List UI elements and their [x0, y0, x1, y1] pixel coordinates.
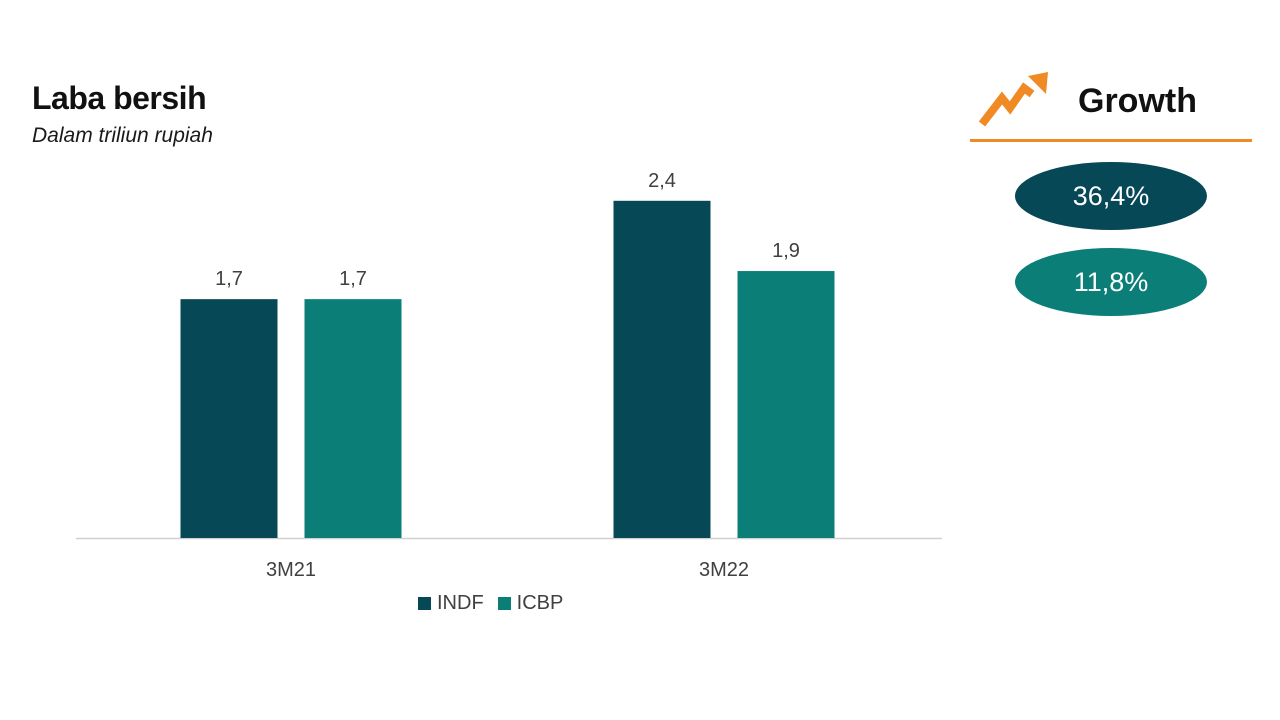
- data-label-icbp-3m21: 1,7: [339, 268, 367, 290]
- bar-icbp-3m21: [304, 299, 402, 538]
- category-label-3m22: 3M22: [699, 559, 749, 581]
- data-label-icbp-3m22: 1,9: [772, 240, 800, 262]
- category-label-3m21: 3M21: [266, 559, 316, 581]
- legend-label-indf: INDF: [437, 592, 484, 614]
- legend-swatch-indf: [418, 597, 431, 610]
- bar-chart: 1,7 1,7 3M21 2,4 1,9 3M22: [76, 170, 942, 581]
- legend-label-icbp: ICBP: [516, 592, 564, 614]
- chart-title: Laba bersih: [32, 80, 207, 116]
- chart-subtitle: Dalam triliun rupiah: [32, 124, 213, 147]
- legend-item-indf: INDF: [418, 592, 484, 615]
- growth-title: Growth: [1078, 82, 1197, 120]
- bar-icbp-3m22: [737, 271, 835, 538]
- bar-indf-3m22: [613, 200, 711, 539]
- growth-divider: [970, 139, 1252, 142]
- legend-swatch-icbp: [497, 597, 511, 610]
- legend-item-icbp: ICBP: [497, 592, 564, 615]
- chart-legend: INDF ICBP: [418, 592, 577, 615]
- data-label-indf-3m21: 1,7: [215, 268, 243, 290]
- trending-up-icon: [978, 72, 1048, 127]
- growth-badge-icbp: 11,8%: [1015, 248, 1207, 316]
- data-label-indf-3m22: 2,4: [648, 170, 676, 192]
- bar-indf-3m21: [180, 299, 278, 538]
- growth-badge-indf: 36,4%: [1015, 162, 1207, 230]
